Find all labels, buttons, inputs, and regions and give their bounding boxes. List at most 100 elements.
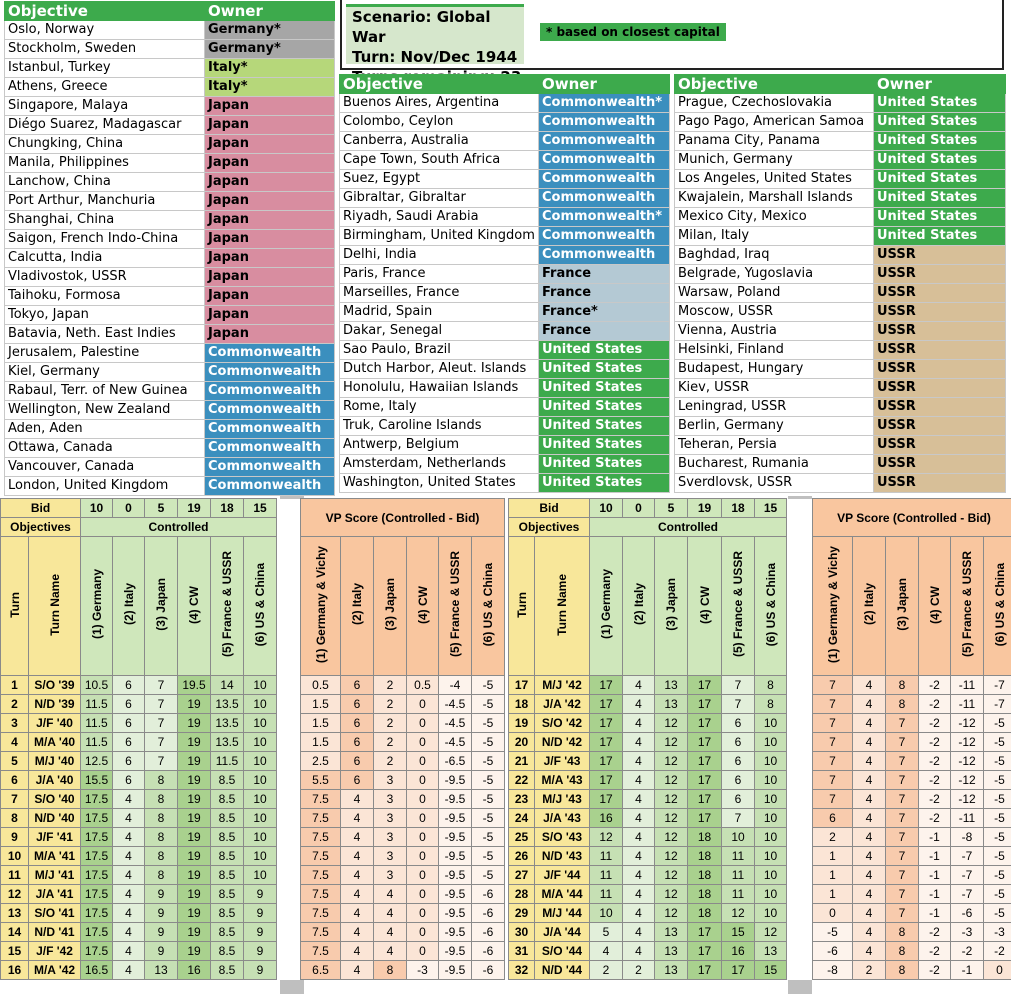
objective-name: Manila, Philippines	[4, 153, 205, 173]
controlled-value: 19	[177, 941, 211, 961]
controlled-value: 16	[589, 808, 623, 828]
vp-value: 4	[340, 789, 374, 809]
vp-value: -2	[918, 941, 951, 961]
vp-column-header-text: (4) CW	[927, 585, 942, 624]
turn-number: 27	[508, 865, 535, 885]
turn-row: 10 M/A '41 17.5 4 8 19 8.5 10 7.5 4 3 0 -9.5 -5	[0, 846, 506, 866]
controlled-value: 6	[721, 751, 755, 771]
objective-row: Berlin, Germany USSR	[674, 416, 1006, 436]
vp-value: 1	[812, 884, 853, 904]
controlled-value: 13	[754, 941, 787, 961]
turn-name: J/F '43	[534, 751, 590, 771]
vp-value: 0.5	[300, 675, 341, 695]
vp-value: -2	[982, 941, 1011, 961]
controlled-value: 17	[589, 675, 623, 695]
vp-value: -2	[918, 732, 951, 752]
controlled-column-header: (3) Japan	[654, 536, 688, 676]
vp-value: 4	[340, 903, 374, 923]
objective-row: Mexico City, Mexico United States	[674, 207, 1006, 227]
vp-value: 4	[340, 941, 374, 961]
turn-number: 18	[508, 694, 535, 714]
vp-value: 7.5	[300, 941, 341, 961]
objective-owner: Japan	[204, 191, 335, 211]
vp-value: 0	[406, 770, 439, 790]
vp-column-header-text: (1) Germany & Vichy	[313, 545, 328, 664]
vp-value: -11	[950, 675, 984, 695]
controlled-value: 18	[687, 884, 722, 904]
turn-name: S/O '43	[534, 827, 590, 847]
controlled-value: 4	[112, 827, 145, 847]
objective-owner: Japan	[204, 96, 335, 116]
controlled-value: 11.5	[80, 713, 113, 733]
controlled-column-header: (6) US & China	[754, 536, 787, 676]
objective-name: Washington, United States	[339, 473, 539, 493]
vp-value: 0	[406, 884, 439, 904]
vp-value: 4	[852, 694, 886, 714]
controlled-value: 10	[243, 713, 277, 733]
turn-number: 26	[508, 846, 535, 866]
bid-value: 5	[654, 498, 688, 518]
controlled-value: 4	[622, 827, 655, 847]
controlled-value: 6	[112, 751, 145, 771]
objective-row: Oslo, Norway Germany*	[4, 20, 335, 40]
controlled-value: 14	[210, 675, 244, 695]
controlled-value: 13	[144, 960, 178, 980]
turn-name: M/A '44	[534, 884, 590, 904]
scenario-info: Scenario: Global War Turn: Nov/Dec 1944 …	[346, 4, 524, 86]
objective-owner: USSR	[873, 473, 1006, 493]
objective-row: Dakar, Senegal France	[339, 321, 670, 341]
bid-value: 5	[144, 498, 178, 518]
vp-column-header-text: (1) Germany & Vichy	[825, 545, 840, 664]
controlled-value: 10	[243, 808, 277, 828]
controlled-column-header: (4) CW	[687, 536, 722, 676]
controlled-value: 10	[243, 846, 277, 866]
controlled-value: 18	[687, 865, 722, 885]
objective-owner: Commonwealth	[204, 343, 335, 363]
vp-value: -4.5	[438, 694, 472, 714]
controlled-value: 2	[622, 960, 655, 980]
controlled-value: 4	[622, 770, 655, 790]
controlled-value: 17.5	[80, 827, 113, 847]
objective-owner: USSR	[873, 321, 1006, 341]
controlled-value: 17	[687, 675, 722, 695]
turn-row: 25 S/O '43 12 4 12 18 10 10 2 4 7 -1 -8 -5	[508, 827, 1011, 847]
turn-row: 8 N/D '40 17.5 4 8 19 8.5 10 7.5 4 3 0 -9.5 -5	[0, 808, 506, 828]
controlled-value: 12	[654, 846, 688, 866]
vp-value: 3	[373, 865, 407, 885]
turn-number: 17	[508, 675, 535, 695]
vp-value: 3	[373, 846, 407, 866]
objective-row: Prague, Czechoslovakia United States	[674, 93, 1006, 113]
vp-value: 0	[406, 827, 439, 847]
controlled-value: 4	[112, 846, 145, 866]
vp-value: 4	[373, 922, 407, 942]
vp-column-header-text: (3) Japan	[383, 578, 397, 631]
objective-row: Los Angeles, United States United States	[674, 169, 1006, 189]
objective-owner: Commonwealth	[538, 150, 670, 170]
vp-value: -6	[470, 922, 506, 942]
vp-value: 3	[373, 770, 407, 790]
vp-value: -9.5	[438, 884, 472, 904]
controlled-value: 8.5	[210, 846, 244, 866]
objective-name: Los Angeles, United States	[674, 169, 874, 189]
vp-value: -9.5	[438, 922, 472, 942]
objective-name: Bucharest, Rumania	[674, 454, 874, 474]
owner-header: Owner	[873, 74, 1006, 94]
objective-name: Shanghai, China	[4, 210, 205, 230]
controlled-value: 11	[721, 846, 755, 866]
vp-value: 4	[852, 770, 886, 790]
controlled-value: 11	[589, 846, 623, 866]
turn-name: M/A '42	[28, 960, 81, 980]
turn-row: 18 J/A '42 17 4 13 17 7 8 7 4 8 -2 -11 -7	[508, 694, 1011, 714]
vp-value: 2	[373, 675, 407, 695]
objective-owner: France	[538, 321, 670, 341]
vp-value: -5	[470, 713, 506, 733]
turn-number: 10	[0, 846, 29, 866]
turn-number: 2	[0, 694, 29, 714]
controlled-column-header: (5) France & USSR	[721, 536, 755, 676]
vp-value: 8	[885, 694, 919, 714]
vp-value: -9.5	[438, 903, 472, 923]
vp-value: -5	[470, 694, 506, 714]
vp-value: -2	[918, 675, 951, 695]
vp-value: 4	[852, 865, 886, 885]
controlled-value: 17	[589, 770, 623, 790]
